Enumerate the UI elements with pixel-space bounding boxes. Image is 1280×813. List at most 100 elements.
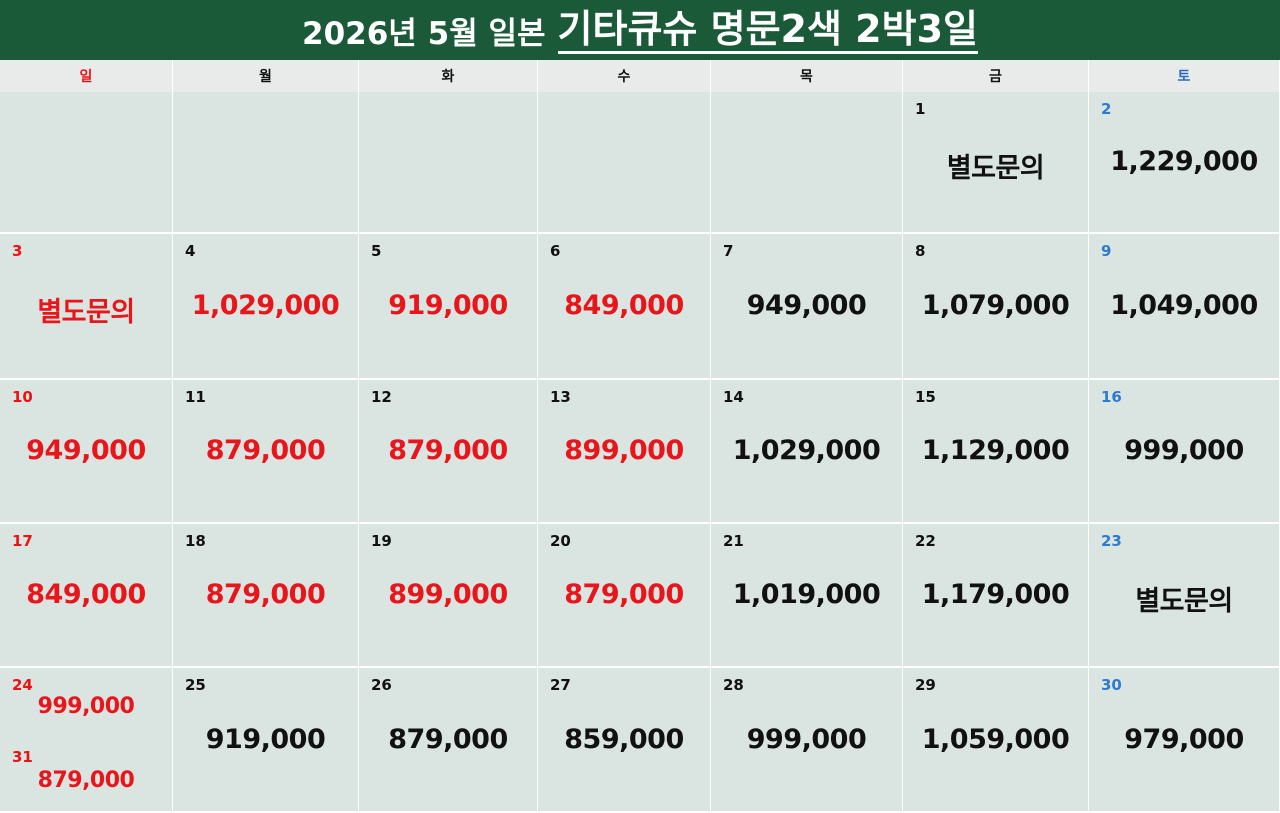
calendar-empty-cell bbox=[711, 92, 903, 234]
weekday-header-fri: 금 bbox=[903, 60, 1089, 92]
day-price: 1,019,000 bbox=[732, 579, 881, 610]
day-number: 2 bbox=[1101, 100, 1112, 118]
calendar-day-cell[interactable]: 24 31 879,000 999,000 bbox=[0, 668, 173, 813]
calendar-day-cell[interactable]: 2 1,229,000 bbox=[1089, 92, 1280, 234]
title-main: 기타큐슈 명문2색 2박3일 bbox=[557, 7, 978, 54]
calendar-day-cell[interactable]: 12 879,000 bbox=[359, 380, 538, 524]
calendar-day-cell[interactable]: 18 879,000 bbox=[173, 524, 359, 668]
day-price: 879,000 bbox=[564, 579, 684, 610]
day-price: 859,000 bbox=[564, 723, 684, 755]
day-price: 949,000 bbox=[26, 435, 146, 466]
day-number: 20 bbox=[550, 532, 571, 550]
day-price: 879,000 bbox=[388, 723, 508, 755]
calendar-day-cell[interactable]: 11 879,000 bbox=[173, 380, 359, 524]
calendar-day-cell[interactable]: 23 별도문의 bbox=[1089, 524, 1280, 668]
calendar-day-cell[interactable]: 28 999,000 bbox=[711, 668, 903, 813]
calendar-day-cell[interactable]: 1 별도문의 bbox=[903, 92, 1089, 234]
day-number: 24 bbox=[12, 676, 33, 694]
day-price: 별도문의 bbox=[37, 297, 135, 328]
day-number: 10 bbox=[12, 388, 33, 406]
day-number: 6 bbox=[550, 242, 561, 260]
day-number: 28 bbox=[723, 676, 744, 694]
day-price: 849,000 bbox=[564, 290, 684, 321]
calendar-day-cell[interactable]: 4 1,029,000 bbox=[173, 234, 359, 380]
day-number: 27 bbox=[550, 676, 571, 694]
day-price: 1,059,000 bbox=[921, 723, 1070, 755]
day-number: 25 bbox=[185, 676, 206, 694]
calendar-day-cell[interactable]: 27 859,000 bbox=[538, 668, 711, 813]
day-number: 1 bbox=[915, 100, 926, 118]
day-number: 23 bbox=[1101, 532, 1122, 550]
day-number: 26 bbox=[371, 676, 392, 694]
calendar-empty-cell bbox=[0, 92, 173, 234]
day-price: 879,000 bbox=[388, 435, 508, 466]
day-number: 22 bbox=[915, 532, 936, 550]
calendar-header: 2026년 5월 일본 기타큐슈 명문2색 2박3일 bbox=[0, 0, 1280, 60]
calendar-day-cell[interactable]: 13 899,000 bbox=[538, 380, 711, 524]
day-price: 849,000 bbox=[26, 579, 146, 610]
calendar-day-cell[interactable]: 29 1,059,000 bbox=[903, 668, 1089, 813]
day-number: 3 bbox=[12, 242, 23, 260]
day-price: 999,000 bbox=[1124, 435, 1244, 466]
day-number: 5 bbox=[371, 242, 382, 260]
day-price: 899,000 bbox=[388, 579, 508, 610]
day-number: 15 bbox=[915, 388, 936, 406]
calendar-day-cell[interactable]: 9 1,049,000 bbox=[1089, 234, 1280, 380]
calendar-day-cell[interactable]: 30 979,000 bbox=[1089, 668, 1280, 813]
day-number: 17 bbox=[12, 532, 33, 550]
day-price: 949,000 bbox=[746, 290, 867, 321]
calendar-day-cell[interactable]: 19 899,000 bbox=[359, 524, 538, 668]
weekday-header-sat: 토 bbox=[1089, 60, 1280, 92]
calendar-day-cell[interactable]: 26 879,000 bbox=[359, 668, 538, 813]
calendar-day-cell[interactable]: 8 1,079,000 bbox=[903, 234, 1089, 380]
calendar-empty-cell bbox=[173, 92, 359, 234]
day-number: 11 bbox=[185, 388, 206, 406]
day-price: 919,000 bbox=[205, 723, 326, 755]
calendar-day-cell[interactable]: 22 1,179,000 bbox=[903, 524, 1089, 668]
calendar-empty-cell bbox=[359, 92, 538, 234]
day-price: 1,079,000 bbox=[921, 290, 1070, 321]
weekday-header-wed: 수 bbox=[538, 60, 711, 92]
day-number-secondary: 31 bbox=[12, 748, 33, 766]
calendar-day-cell[interactable]: 14 1,029,000 bbox=[711, 380, 903, 524]
day-price: 1,049,000 bbox=[1110, 290, 1258, 321]
day-number: 12 bbox=[371, 388, 392, 406]
day-number: 30 bbox=[1101, 676, 1122, 694]
day-price: 1,029,000 bbox=[732, 435, 881, 466]
day-price: 919,000 bbox=[388, 290, 508, 321]
day-price: 1,229,000 bbox=[1110, 146, 1258, 177]
calendar-day-cell[interactable]: 15 1,129,000 bbox=[903, 380, 1089, 524]
day-price: 999,000 bbox=[746, 723, 867, 755]
calendar-day-cell[interactable]: 21 1,019,000 bbox=[711, 524, 903, 668]
day-number: 8 bbox=[915, 242, 926, 260]
day-price: 1,179,000 bbox=[921, 579, 1070, 610]
day-number: 9 bbox=[1101, 242, 1112, 260]
weekday-header-mon: 월 bbox=[173, 60, 359, 92]
day-number: 19 bbox=[371, 532, 392, 550]
day-price: 별도문의 bbox=[1135, 586, 1233, 617]
calendar-empty-cell bbox=[538, 92, 711, 234]
weekday-header-thu: 목 bbox=[711, 60, 903, 92]
day-price: 1,129,000 bbox=[921, 435, 1070, 466]
day-price: 879,000 bbox=[205, 579, 326, 610]
day-number: 7 bbox=[723, 242, 734, 260]
weekday-header-sun: 일 bbox=[0, 60, 173, 92]
calendar-day-cell[interactable]: 20 879,000 bbox=[538, 524, 711, 668]
calendar-day-cell[interactable]: 10 949,000 bbox=[0, 380, 173, 524]
day-number: 4 bbox=[185, 242, 196, 260]
day-number: 13 bbox=[550, 388, 571, 406]
day-price: 1,029,000 bbox=[191, 290, 340, 321]
calendar-day-cell[interactable]: 25 919,000 bbox=[173, 668, 359, 813]
day-price: 979,000 bbox=[1124, 723, 1244, 755]
calendar-day-cell[interactable]: 3 별도문의 bbox=[0, 234, 173, 380]
day-number: 29 bbox=[915, 676, 936, 694]
calendar-day-cell[interactable]: 5 919,000 bbox=[359, 234, 538, 380]
day-price: 별도문의 bbox=[946, 153, 1045, 184]
calendar-day-cell[interactable]: 6 849,000 bbox=[538, 234, 711, 380]
calendar-day-cell[interactable]: 17 849,000 bbox=[0, 524, 173, 668]
calendar-day-cell[interactable]: 7 949,000 bbox=[711, 234, 903, 380]
calendar-day-cell[interactable]: 16 999,000 bbox=[1089, 380, 1280, 524]
day-price: 879,000 bbox=[205, 435, 326, 466]
weekday-header-tue: 화 bbox=[359, 60, 538, 92]
day-number: 18 bbox=[185, 532, 206, 550]
